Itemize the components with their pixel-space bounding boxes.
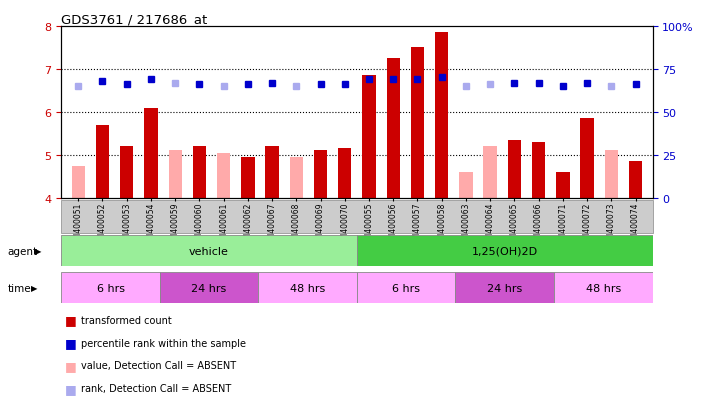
Bar	[556, 173, 570, 198]
Bar	[61, 273, 160, 304]
Bar	[193, 147, 206, 198]
Bar	[532, 142, 545, 198]
Text: ▶: ▶	[31, 284, 37, 292]
Bar	[580, 119, 594, 198]
Bar	[435, 33, 448, 198]
Bar	[484, 147, 497, 198]
Text: 1,25(OH)2D: 1,25(OH)2D	[472, 246, 538, 256]
Text: time: time	[7, 283, 31, 293]
Text: ■: ■	[65, 382, 76, 395]
Bar	[411, 48, 424, 198]
Text: rank, Detection Call = ABSENT: rank, Detection Call = ABSENT	[81, 383, 231, 393]
Text: 6 hrs: 6 hrs	[97, 283, 125, 293]
Bar	[258, 273, 357, 304]
Bar	[160, 273, 258, 304]
Text: 48 hrs: 48 hrs	[585, 283, 621, 293]
Text: value, Detection Call = ABSENT: value, Detection Call = ABSENT	[81, 361, 236, 370]
Text: 24 hrs: 24 hrs	[192, 283, 226, 293]
Bar	[265, 147, 279, 198]
Bar	[386, 59, 400, 198]
Text: percentile rank within the sample: percentile rank within the sample	[81, 338, 246, 348]
Bar	[71, 166, 85, 198]
Text: 6 hrs: 6 hrs	[392, 283, 420, 293]
Bar	[357, 235, 653, 266]
Bar	[459, 173, 472, 198]
Bar	[169, 151, 182, 198]
Text: 48 hrs: 48 hrs	[290, 283, 325, 293]
Bar	[217, 153, 230, 198]
Bar	[605, 151, 618, 198]
Text: GDS3761 / 217686_at: GDS3761 / 217686_at	[61, 13, 208, 26]
Bar	[144, 108, 158, 198]
Bar	[242, 157, 255, 198]
Bar	[120, 147, 133, 198]
Bar	[363, 76, 376, 198]
Bar	[456, 273, 554, 304]
Bar	[554, 273, 653, 304]
Bar	[357, 273, 456, 304]
Text: ■: ■	[65, 313, 76, 327]
Bar	[338, 149, 351, 198]
Bar	[61, 235, 357, 266]
Text: vehicle: vehicle	[189, 246, 229, 256]
Text: ▶: ▶	[35, 247, 41, 255]
Text: ■: ■	[65, 336, 76, 349]
Text: 24 hrs: 24 hrs	[487, 283, 522, 293]
Bar	[508, 140, 521, 198]
Bar	[314, 151, 327, 198]
Text: agent: agent	[7, 246, 37, 256]
Bar	[96, 126, 109, 198]
Bar	[629, 162, 642, 198]
Text: transformed count: transformed count	[81, 315, 172, 325]
Bar	[290, 157, 303, 198]
Text: ■: ■	[65, 359, 76, 372]
